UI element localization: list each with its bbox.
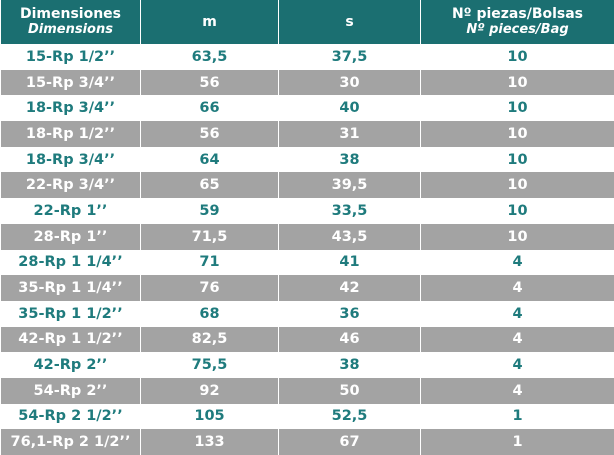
table-cell: 42 [278,275,421,301]
table-cell: 71 [140,249,279,276]
table-cell: 68 [140,300,279,327]
table-cell: 28-Rp 1 1/4’’ [0,249,141,276]
table-cell: 105 [140,403,279,430]
table-cell: 10 [420,223,614,250]
table-cell: 37,5 [278,44,421,70]
table-cell: 35-Rp 1 1/4’’ [0,275,141,301]
table-cell: 30 [278,69,421,96]
table-cell: 4 [420,352,614,378]
table-row: 18-Rp 1/2’’ 56 31 10 [0,121,614,147]
table-row: 42-Rp 1 1/2’’ 82,5 46 4 [0,326,614,353]
table-cell: 54-Rp 2 1/2’’ [0,403,141,430]
table-cell: 38 [278,352,421,378]
table-row: 35-Rp 1 1/2’’ 68 36 4 [0,300,614,327]
header-subtitle: Dimensions [28,22,113,37]
table-cell: 133 [140,429,279,455]
table-row: 42-Rp 2’’ 75,5 38 4 [0,352,614,378]
table-cell: 4 [420,300,614,327]
table-cell: 43,5 [278,223,421,250]
table-row: 15-Rp 1/2’’ 63,5 37,5 10 [0,44,614,70]
table-cell: 66 [140,95,279,122]
table-cell: 15-Rp 1/2’’ [0,44,141,70]
table-cell: 31 [278,121,421,147]
table-cell: 33,5 [278,198,421,224]
table-cell: 40 [278,95,421,122]
table-cell: 15-Rp 3/4’’ [0,69,141,96]
table-cell: 54-Rp 2’’ [0,377,141,404]
table-cell: 71,5 [140,223,279,250]
table-cell: 18-Rp 1/2’’ [0,121,141,147]
header-title: m [202,13,217,30]
table-cell: 22-Rp 1’’ [0,198,141,224]
header-cell: s [278,0,421,44]
table-row: 22-Rp 1’’ 59 33,5 10 [0,198,614,224]
header-title: Nº piezas/Bolsas [451,6,584,22]
table-cell: 10 [420,121,614,147]
table-cell: 10 [420,146,614,173]
table-cell: 59 [140,198,279,224]
table-cell: 41 [278,249,421,276]
table-row: 18-Rp 3/4’’ 66 40 10 [0,95,614,122]
table-cell: 4 [420,326,614,353]
table-row: 22-Rp 3/4’’ 65 39,5 10 [0,172,614,199]
table-cell: 56 [140,69,279,96]
table-cell: 42-Rp 2’’ [0,352,141,378]
table-cell: 82,5 [140,326,279,353]
table-cell: 64 [140,146,279,173]
table-cell: 52,5 [278,403,421,430]
table-cell: 10 [420,44,614,70]
table-row: 35-Rp 1 1/4’’ 76 42 4 [0,275,614,301]
table-cell: 1 [420,429,614,455]
table-cell: 10 [420,172,614,199]
table-row: 54-Rp 2’’ 92 50 4 [0,377,614,404]
table-cell: 76,1-Rp 2 1/2’’ [0,429,141,455]
table-cell: 1 [420,403,614,430]
table-cell: 39,5 [278,172,421,199]
table-cell: 36 [278,300,421,327]
table-cell: 67 [278,429,421,455]
table-cell: 10 [420,198,614,224]
table-row: 15-Rp 3/4’’ 56 30 10 [0,69,614,96]
table-row: 54-Rp 2 1/2’’ 105 52,5 1 [0,403,614,430]
table-cell: 76 [140,275,279,301]
table-cell: 92 [140,377,279,404]
table-cell: 4 [420,249,614,276]
table-row: 28-Rp 1’’ 71,5 43,5 10 [0,223,614,250]
table-cell: 38 [278,146,421,173]
table-row: 28-Rp 1 1/4’’ 71 41 4 [0,249,614,276]
table-cell: 18-Rp 3/4’’ [0,146,141,173]
table-cell: 10 [420,69,614,96]
table-cell: 22-Rp 3/4’’ [0,172,141,199]
table-cell: 65 [140,172,279,199]
table-cell: 10 [420,95,614,122]
header-title: Dimensiones [19,6,121,22]
table-cell: 56 [140,121,279,147]
table-cell: 63,5 [140,44,279,70]
header-cell: Dimensiones Dimensions [0,0,141,44]
table-row: 18-Rp 3/4’’ 64 38 10 [0,146,614,173]
table-cell: 35-Rp 1 1/2’’ [0,300,141,327]
table-cell: 50 [278,377,421,404]
table-cell: 18-Rp 3/4’’ [0,95,141,122]
table-cell: 46 [278,326,421,353]
table-cell: 42-Rp 1 1/2’’ [0,326,141,353]
header-cell: m [140,0,279,44]
table-cell: 75,5 [140,352,279,378]
table-cell: 28-Rp 1’’ [0,223,141,250]
header-cell: Nº piezas/Bolsas Nº pieces/Bag [420,0,614,44]
header-row: Dimensiones Dimensions m s Nº piezas/Bolsas N… [0,0,614,44]
table-cell: 4 [420,377,614,404]
table-cell: 4 [420,275,614,301]
table-row: 76,1-Rp 2 1/2’’ 133 67 1 [0,429,614,455]
header-title: s [345,13,354,30]
header-subtitle: Nº pieces/Bag [466,22,569,37]
